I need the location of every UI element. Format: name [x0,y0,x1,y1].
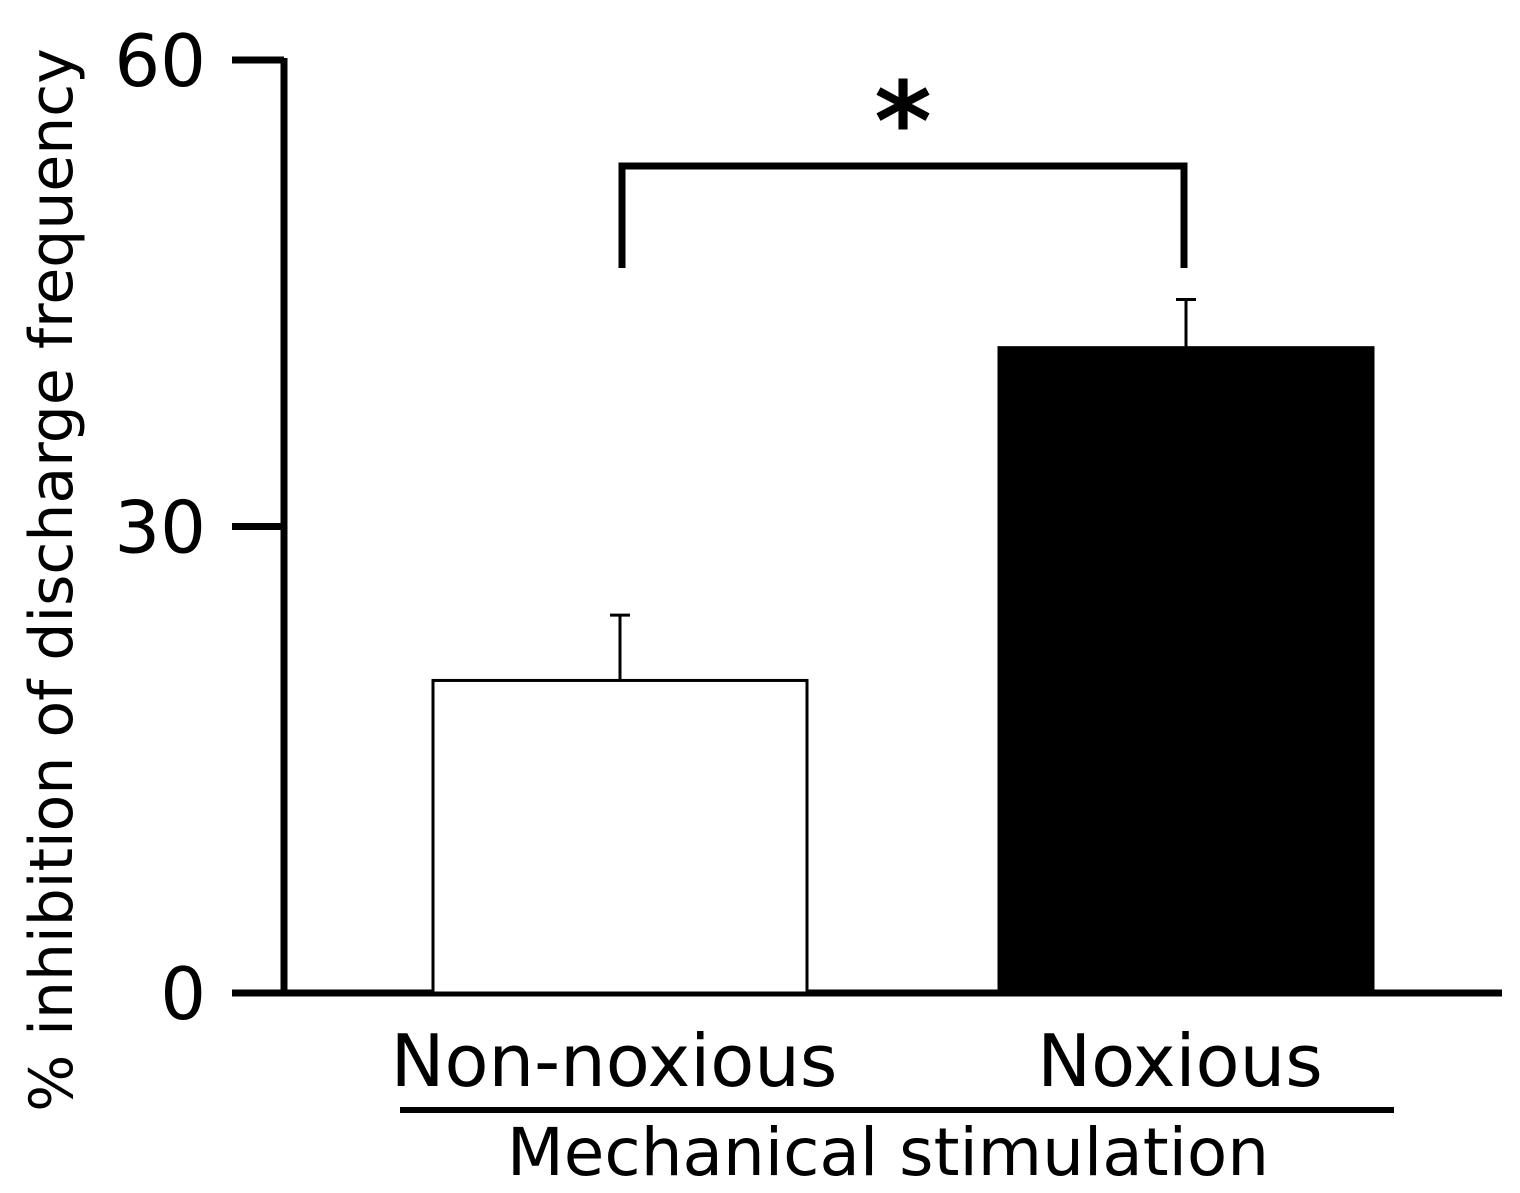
bars [431,346,1375,995]
significance-bracket-line [618,162,1188,268]
y-axis-label: % inhibition of discharge frequency [17,48,87,1112]
significance-marker: * [874,58,932,186]
bar-noxious [997,346,1375,995]
error-bars [610,297,1196,681]
y-tick-label: 60 [114,19,206,103]
x-category-label: Noxious [1037,1019,1323,1103]
x-category-label: Non-noxious [391,1019,838,1103]
y-tick-label: 0 [160,952,206,1036]
bar-non-noxious [431,678,809,995]
x-axis-label: Mechanical stimulation [507,1114,1269,1191]
significance-bracket: * [618,58,1188,268]
y-tick-label: 30 [114,486,206,570]
labels: Non-noxious Noxious Mechanical stimulation… [17,48,1394,1191]
